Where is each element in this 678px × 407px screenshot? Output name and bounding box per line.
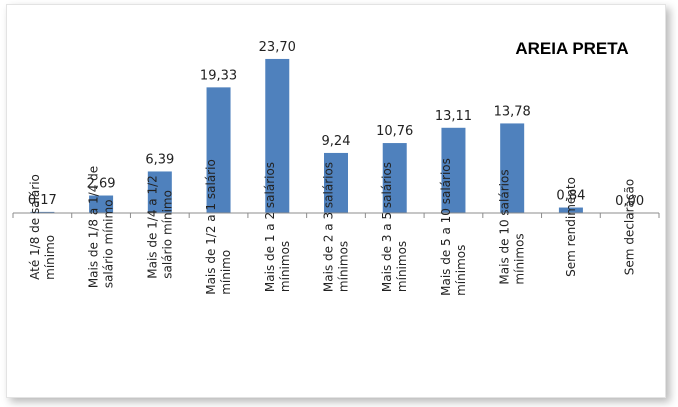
value-label: 2,69 [87,177,116,192]
category-label: Até 1/8 de saláriomínimo [28,174,57,280]
bar [206,87,231,213]
category-label-line: salário mínimo [102,199,116,288]
category-label-line: Mais de 1/8 a 1/4 de [87,166,101,288]
category-label: Mais de 1/8 a 1/4 desalário mínimo [87,166,116,288]
value-label: 19,33 [200,68,237,83]
bar [382,143,407,213]
value-label: 10,76 [376,124,413,139]
value-label: 13,11 [435,109,472,124]
chart-title: AREIA PRETA [515,39,628,58]
category-label: Mais de 5 a 10 saláriosmínimos [439,158,468,296]
category-label-line: Sem declaração [623,179,637,275]
category-label-line: salário mínimo [160,190,174,279]
bar [324,152,348,213]
category-label: Mais de 1 a 2 saláriosmínimos [263,162,292,292]
value-label: 13,78 [494,104,531,119]
value-label: 0,17 [28,193,57,208]
category-label-line: Sem rendimento [564,177,578,277]
x-axis-ticks [12,213,660,218]
category-label: Mais de 2 a 3 saláriosmínimos [322,162,351,292]
value-label: 0,84 [556,189,585,204]
bar [30,211,55,213]
category-label-line: mínimos [454,245,468,296]
bar [265,58,290,214]
category-label: Mais de 3 a 5 saláriosmínimos [380,162,409,292]
chart-frame: AREIA PRETA 0,17 2,69 6,39 19,33 23,70 9,24 10… [6,4,666,398]
value-label: 9,24 [322,134,351,149]
category-label-line: Mais de 3 a 5 salários [380,162,394,292]
category-label-line: Mais de 2 a 3 salários [322,162,336,292]
bar [558,207,583,213]
category-label: Sem declaração [623,179,637,275]
bar [441,127,466,213]
category-label-line: mínimos [395,241,409,292]
category-label: Mais de 1/2 a 1 saláriomínimo [204,159,233,295]
category-label-line: Até 1/8 de salário [28,174,42,280]
category-label-line: Mais de 1 a 2 salários [263,162,277,292]
category-label: Sem rendimento [564,177,578,277]
category-label-line: Mais de 1/4 a 1/2 [145,175,159,279]
value-label: 23,70 [259,40,296,55]
bar-chart: AREIA PRETA 0,17 2,69 6,39 19,33 23,70 9,24 10… [12,39,660,296]
value-labels: 0,17 2,69 6,39 19,33 23,70 9,24 10,76 13,11 13,7… [28,40,644,209]
category-label-line: mínimos [278,241,292,292]
category-label: Mais de 1/4 a 1/2salário mínimo [145,175,174,279]
category-label-line: mínimo [43,235,57,280]
category-label: Mais de 10 saláriosmínimos [498,169,527,284]
bar [89,195,114,213]
category-label-line: mínimos [337,241,351,292]
bar [500,123,525,213]
category-label-line: Mais de 5 a 10 salários [439,158,453,296]
category-label-line: mínimo [219,250,233,295]
bar [147,171,172,213]
value-label: 6,39 [145,152,174,167]
category-label-line: Mais de 1/2 a 1 salário [204,159,218,295]
category-label-line: Mais de 10 salários [498,169,512,284]
category-labels: Até 1/8 de saláriomínimo Mais de 1/8 a 1/… [28,158,637,296]
category-label-line: mínimos [513,233,527,284]
value-label: 0,00 [615,194,644,209]
bars-layer [30,58,583,214]
